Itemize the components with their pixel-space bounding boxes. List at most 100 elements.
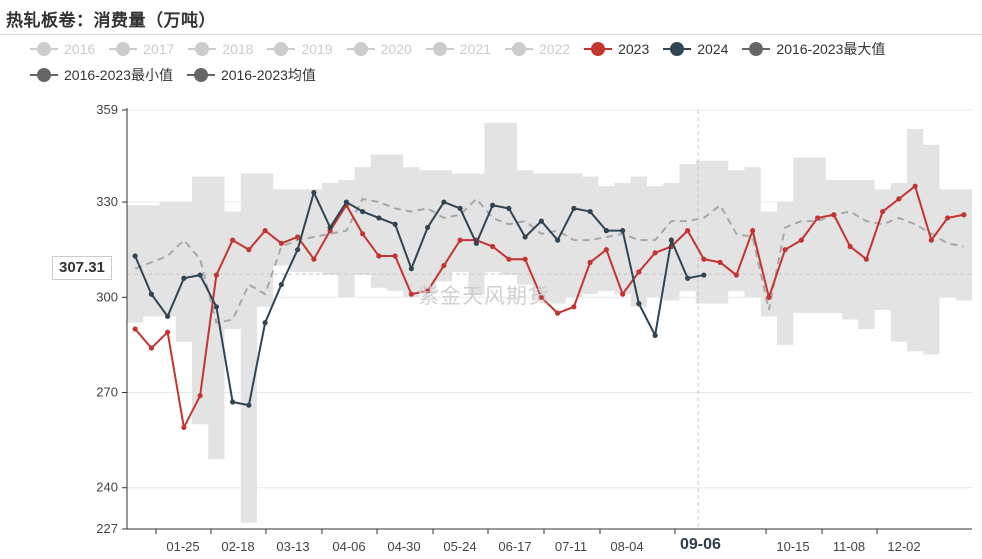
legend-item-2017[interactable]: 2017: [109, 38, 174, 60]
legend-label: 2019: [301, 41, 333, 57]
series-2024-point: [295, 247, 301, 253]
series-2024-point: [392, 221, 398, 227]
series-2024-point: [360, 208, 366, 215]
series-2023-point: [733, 272, 739, 278]
legend-marker-icon: [109, 42, 138, 56]
series-2023-point: [132, 326, 138, 332]
y-tick-label: 359: [96, 102, 118, 117]
series-2023-point: [750, 228, 756, 234]
legend-item-2018[interactable]: 2018: [188, 38, 253, 60]
y-tick-label: 270: [96, 385, 118, 400]
legend-item-2016-2023均值[interactable]: 2016-2023均值: [186, 64, 316, 86]
series-2024-point: [603, 228, 609, 234]
series-2024-point: [425, 224, 431, 231]
legend-item-2016[interactable]: 2016: [30, 38, 95, 60]
legend-item-2016-2023最小值[interactable]: 2016-2023最小值: [30, 64, 173, 86]
series-2023-line: [134, 184, 965, 431]
series-2023-point: [587, 259, 593, 265]
series-2023-point: [262, 228, 268, 234]
series-2024-line: [134, 189, 705, 407]
series-2023-point: [798, 237, 804, 243]
series-2024-point: [620, 228, 626, 234]
series-2023-point: [831, 212, 837, 218]
series-2023-point: [701, 256, 707, 262]
watermark: 紫金天风期货: [418, 285, 550, 308]
legend-item-2021[interactable]: 2021: [425, 38, 491, 60]
series-2024-point: [473, 240, 479, 246]
series-2023-point: [441, 262, 447, 269]
series-2024-point: [652, 332, 658, 338]
series-2023-point: [522, 256, 528, 262]
legend-label: 2016-2023最大值: [776, 41, 886, 57]
series-2023-point: [847, 243, 853, 250]
series-2023-point: [620, 291, 626, 297]
x-tick-label: 12-02: [887, 539, 920, 554]
min-max-band: [127, 122, 972, 523]
series-2023-point: [912, 183, 918, 189]
legend-label: 2024: [697, 41, 729, 57]
x-tick-label: 04-06: [332, 539, 365, 554]
series-2023-point: [571, 304, 577, 310]
series-2024-point: [262, 320, 268, 326]
series-2023-point: [945, 215, 951, 221]
series-2023-point: [652, 250, 658, 256]
series-2023-point: [506, 256, 512, 262]
y-tick-label: 330: [96, 194, 118, 209]
series-2023-point: [392, 253, 398, 259]
legend-item-2024[interactable]: 2024: [663, 38, 728, 60]
series-2024-point: [213, 304, 219, 310]
legend-marker-icon: [584, 42, 613, 56]
legend-marker-icon: [742, 42, 771, 56]
series-2024-point: [587, 208, 593, 215]
series-2023-point: [246, 247, 252, 253]
y-tick-label: 240: [96, 480, 118, 495]
series-2023-point: [685, 228, 691, 234]
series-2024-point: [701, 272, 707, 278]
legend-marker-icon: [504, 42, 533, 56]
series-2024-point: [311, 189, 317, 196]
chart-legend: 2016 2017 2018 2019 2020 2021 2022 2023 2024 2016…: [30, 38, 975, 86]
series-2023-point: [376, 253, 382, 259]
y-tick-label: 227: [96, 521, 118, 536]
legend-item-2016-2023最大值[interactable]: 2016-2023最大值: [742, 38, 885, 60]
series-2023-point: [408, 291, 414, 297]
series-2024-point: [668, 237, 674, 243]
legend-item-2022[interactable]: 2022: [504, 38, 570, 60]
title-divider: [0, 34, 982, 35]
legend-label: 2016-2023均值: [220, 67, 316, 83]
legend-marker-icon: [30, 68, 58, 82]
series-2023-point: [181, 424, 187, 431]
legend-item-2019[interactable]: 2019: [267, 38, 333, 60]
legend-marker-icon: [663, 42, 692, 56]
series-2023-point: [197, 393, 203, 399]
series-2024-point: [343, 199, 349, 205]
legend-item-2023[interactable]: 2023: [584, 38, 649, 60]
y-tick-label: 300: [96, 289, 118, 304]
legend-marker-icon: [186, 68, 215, 82]
x-axis-pointer-label: 09-06: [674, 534, 727, 556]
x-tick-label: 04-30: [387, 539, 420, 554]
legend-label: 2018: [222, 41, 254, 57]
y-axis-pointer-label: 307.31: [52, 256, 112, 280]
legend-item-2020[interactable]: 2020: [346, 38, 412, 60]
series-2024-point: [538, 218, 544, 224]
legend-label: 2016-2023最小值: [64, 67, 173, 83]
series-2023-point: [538, 294, 544, 300]
series-2023-point: [555, 310, 561, 316]
legend-marker-icon: [346, 42, 375, 56]
series-2024-point: [327, 224, 333, 231]
series-2024-point: [278, 281, 284, 288]
series-2024-point: [506, 205, 512, 212]
x-tick-label: 07-11: [555, 539, 587, 554]
series-2023-point: [961, 212, 967, 218]
series-2023-point: [766, 294, 772, 300]
series-2023-point: [457, 237, 463, 243]
series-2023-point: [295, 234, 301, 240]
series-2023-point: [782, 247, 788, 253]
series-2024-point: [197, 272, 203, 278]
chart-title: 热轧板卷：消费量（万吨）: [6, 11, 216, 30]
legend-marker-icon: [30, 42, 58, 56]
series-2024-point: [132, 253, 138, 259]
series-2023-point: [717, 259, 723, 265]
